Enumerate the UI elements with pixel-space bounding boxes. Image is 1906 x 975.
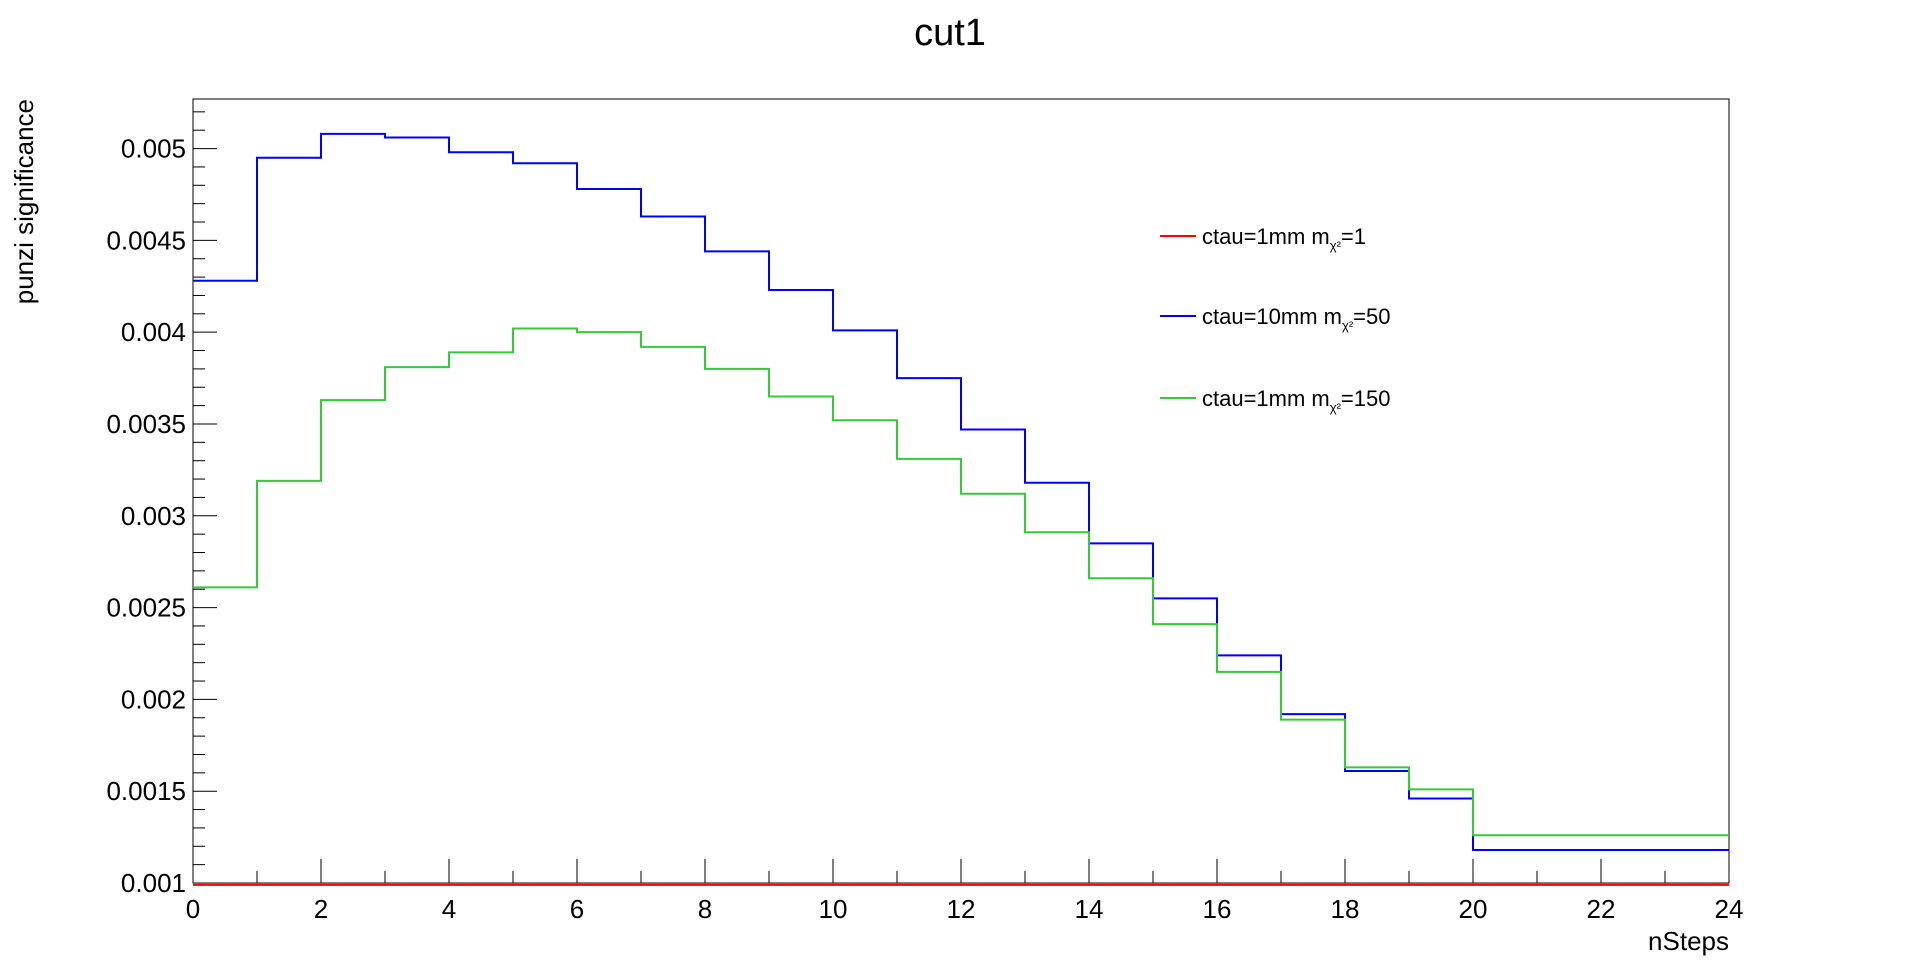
y-tick-label: 0.0015 xyxy=(106,776,186,806)
y-tick-label: 0.0035 xyxy=(106,409,186,439)
y-tick-label: 0.004 xyxy=(121,317,186,347)
legend-entry-subscript: χ² xyxy=(1330,238,1342,253)
x-tick-label: 24 xyxy=(1715,894,1744,924)
x-tick-label: 18 xyxy=(1331,894,1360,924)
y-axis-tick-labels: 0.001 0.0015 0.002 0.0025 0.003 0.0035 0.004 0.… xyxy=(106,134,186,898)
y-axis-label: punzi significance xyxy=(9,99,39,304)
axis-ticks xyxy=(192,111,1730,884)
y-tick-label: 0.0025 xyxy=(106,593,186,623)
chart-title: cut1 xyxy=(914,12,986,54)
y-tick-label: 0.003 xyxy=(121,501,186,531)
legend-entry-suffix: =50 xyxy=(1353,304,1390,329)
legend-entry: ctau=1mm mχ²=1 xyxy=(1202,224,1366,253)
legend-entry-subscript: χ² xyxy=(1330,400,1342,415)
legend-entry-name: ctau=1mm m xyxy=(1202,386,1330,411)
legend-entry: ctau=1mm mχ²=150 xyxy=(1202,386,1390,415)
y-tick-label: 0.005 xyxy=(121,134,186,164)
legend-entry: ctau=10mm mχ²=50 xyxy=(1202,304,1390,333)
x-tick-label: 4 xyxy=(442,894,456,924)
x-axis-label: nSteps xyxy=(1648,926,1729,956)
x-tick-label: 16 xyxy=(1203,894,1232,924)
x-tick-label: 2 xyxy=(314,894,328,924)
legend-entry-name: ctau=1mm m xyxy=(1202,224,1330,249)
x-tick-label: 12 xyxy=(947,894,976,924)
legend-entry-subscript: χ² xyxy=(1342,318,1354,333)
series-line-3 xyxy=(193,327,1729,837)
y-tick-label: 0.0045 xyxy=(106,225,186,255)
x-tick-label: 14 xyxy=(1075,894,1104,924)
x-tick-label: 0 xyxy=(186,894,200,924)
series-layer xyxy=(193,132,1729,886)
series-line-2 xyxy=(193,132,1729,851)
y-tick-label: 0.001 xyxy=(121,868,186,898)
legend-entry-name: ctau=10mm m xyxy=(1202,304,1342,329)
x-tick-label: 22 xyxy=(1587,894,1616,924)
x-tick-label: 20 xyxy=(1459,894,1488,924)
x-axis-tick-labels: 0 2 4 6 8 10 12 14 16 18 20 22 24 xyxy=(186,894,1744,924)
legend-entry-suffix: =150 xyxy=(1341,386,1391,411)
x-tick-label: 10 xyxy=(819,894,848,924)
y-tick-label: 0.002 xyxy=(121,684,186,714)
x-tick-label: 8 xyxy=(698,894,712,924)
x-tick-label: 6 xyxy=(570,894,584,924)
legend-entry-suffix: =1 xyxy=(1341,224,1366,249)
